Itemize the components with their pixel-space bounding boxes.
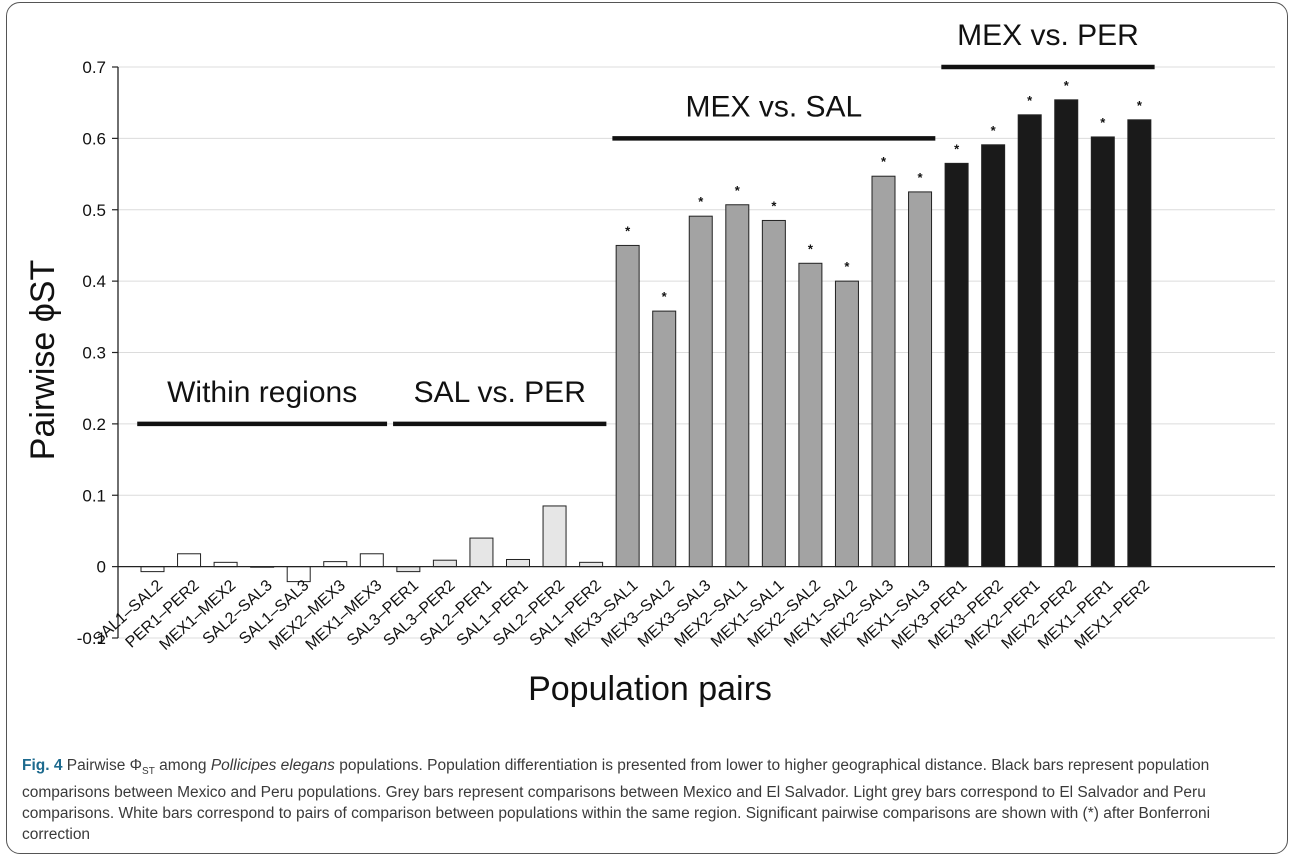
significance-marker: * — [918, 170, 924, 185]
x-axis-title: Population pairs — [528, 670, 772, 708]
bar — [871, 175, 896, 568]
bar — [1054, 99, 1079, 568]
y-tick-label: -0.1 — [77, 629, 106, 648]
caption-text-2: among — [154, 757, 211, 774]
bars: * * * * * * * * * * * * * * * — [140, 78, 1152, 583]
y-tick-label: 0.2 — [82, 415, 106, 434]
bar — [615, 244, 640, 568]
bar — [213, 561, 238, 568]
bar — [834, 280, 859, 568]
significance-marker: * — [698, 194, 704, 209]
significance-marker: * — [954, 141, 960, 156]
figure-caption: Fig. 4 Pairwise ΦST among Pollicipes ele… — [22, 755, 1272, 845]
figure-label: Fig. 4 — [22, 757, 63, 774]
bar — [506, 558, 530, 568]
y-tick-label: 0.1 — [82, 486, 106, 505]
significance-marker: * — [662, 289, 668, 304]
significance-marker: * — [1137, 98, 1143, 113]
bar — [798, 262, 823, 568]
y-tick-label: 0.3 — [82, 344, 106, 363]
y-tick-label: 0.6 — [82, 129, 106, 148]
y-tick-label: 0.7 — [82, 58, 106, 77]
bar — [396, 566, 421, 573]
bar — [359, 553, 384, 568]
y-tick-label: 0.5 — [82, 201, 106, 220]
bar-chart: * * * * * * * * * * * * * * * -0.1 0 0.1 0.2 0.3 0.4 0.5 0.6 0… — [24, 19, 1275, 708]
bar — [1090, 136, 1115, 568]
bar — [981, 144, 1006, 568]
bar — [140, 566, 165, 573]
significance-marker: * — [991, 123, 997, 138]
group-label: SAL vs. PER — [414, 376, 586, 409]
bar — [469, 537, 494, 568]
bar — [944, 162, 969, 568]
group-label: MEX vs. PER — [957, 19, 1139, 52]
y-tick-label: 0 — [97, 558, 106, 577]
caption-text-3: populations. Population differentiation … — [22, 757, 1211, 844]
y-axis-title: Pairwise ϕST — [24, 260, 62, 460]
significance-marker: * — [625, 223, 631, 238]
group-label: MEX vs. SAL — [685, 90, 862, 123]
bar — [177, 553, 202, 568]
significance-marker: * — [735, 183, 741, 198]
bar — [579, 561, 604, 568]
significance-marker: * — [808, 241, 814, 256]
bar — [1127, 119, 1152, 568]
bar — [1017, 114, 1042, 568]
bar — [761, 219, 786, 568]
significance-marker: * — [1027, 93, 1033, 108]
bar — [908, 191, 933, 568]
bar — [688, 215, 713, 568]
significance-marker: * — [844, 259, 850, 274]
group-annotations: Within regions SAL vs. PER MEX vs. SAL MEX … — [137, 19, 1155, 427]
significance-marker: * — [1100, 115, 1106, 130]
y-tick-label: 0.4 — [82, 272, 106, 291]
bar — [542, 505, 567, 568]
caption-text-1: Pairwise Φ — [62, 757, 143, 774]
group-label: Within regions — [167, 376, 357, 409]
significance-marker: * — [771, 198, 777, 213]
significance-marker: * — [1064, 78, 1070, 93]
caption-species: Pollicipes elegans — [210, 757, 335, 774]
bar — [432, 559, 457, 568]
bar — [652, 310, 677, 568]
caption-subscript: ST — [142, 766, 155, 778]
bar — [323, 561, 348, 568]
significance-marker: * — [881, 154, 887, 169]
bar — [725, 204, 750, 568]
